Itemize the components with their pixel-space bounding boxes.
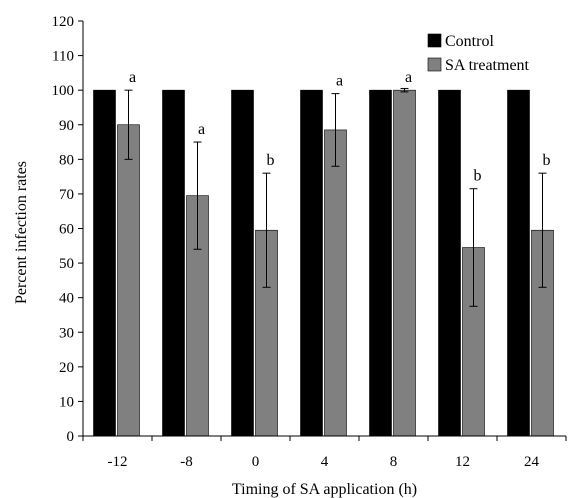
bar-control: [231, 89, 254, 437]
legend-swatch-sa-treatment: [427, 57, 442, 72]
significance-label: a: [405, 69, 412, 86]
x-tick-label: 0: [252, 454, 260, 470]
y-ticks-layer: 0 10 20 30 40 50 60 70 80 90 100 110 120: [52, 14, 83, 445]
y-tick-label: 90: [59, 118, 74, 134]
y-tick-label: 80: [59, 152, 74, 168]
y-tick-label: 60: [59, 222, 74, 238]
legend: Control SA treatment: [427, 33, 530, 74]
significance-label: a: [198, 121, 205, 138]
x-tick-label: -12: [108, 454, 128, 470]
bar-control: [507, 89, 530, 437]
x-tick-label: 4: [321, 454, 329, 470]
x-tick-label: 12: [455, 454, 470, 470]
y-tick-label: 40: [59, 291, 74, 307]
bar-sa-treatment: [393, 89, 416, 437]
bar-control: [369, 89, 392, 437]
significance-labels-layer: a a b a a b b: [129, 69, 551, 185]
bar-control: [162, 89, 185, 437]
significance-label: a: [129, 69, 136, 86]
bar-control: [300, 89, 323, 437]
x-tick-label: 8: [390, 454, 398, 470]
bar-control: [93, 89, 116, 437]
y-tick-label: 0: [67, 429, 75, 445]
error-bars-layer: [124, 87, 547, 307]
significance-label: a: [336, 73, 343, 90]
x-tick-label: -8: [180, 454, 193, 470]
y-tick-label: 120: [52, 14, 75, 30]
bar-sa-treatment: [117, 124, 140, 437]
bars-layer: [93, 89, 554, 437]
x-axis-title: Timing of SA application (h): [232, 481, 417, 498]
significance-label: b: [267, 152, 275, 169]
y-tick-label: 30: [59, 325, 74, 341]
y-tick-label: 10: [59, 394, 74, 410]
y-tick-label: 100: [52, 83, 75, 99]
x-tick-label: 24: [524, 454, 540, 470]
legend-label-sa-treatment: SA treatment: [445, 57, 530, 74]
y-tick-label: 110: [52, 49, 74, 65]
legend-label-control: Control: [445, 33, 494, 50]
x-ticks-layer: -12 -8 0 4 8 12 24: [82, 436, 567, 470]
significance-label: b: [474, 168, 482, 185]
y-tick-label: 50: [59, 256, 74, 272]
significance-label: b: [543, 152, 551, 169]
bar-control: [438, 89, 461, 437]
y-tick-label: 20: [59, 360, 74, 376]
y-axis-title: Percent infection rates: [13, 161, 30, 304]
bar-sa-treatment: [324, 129, 347, 437]
legend-swatch-control: [427, 33, 442, 48]
y-tick-label: 70: [59, 187, 74, 203]
